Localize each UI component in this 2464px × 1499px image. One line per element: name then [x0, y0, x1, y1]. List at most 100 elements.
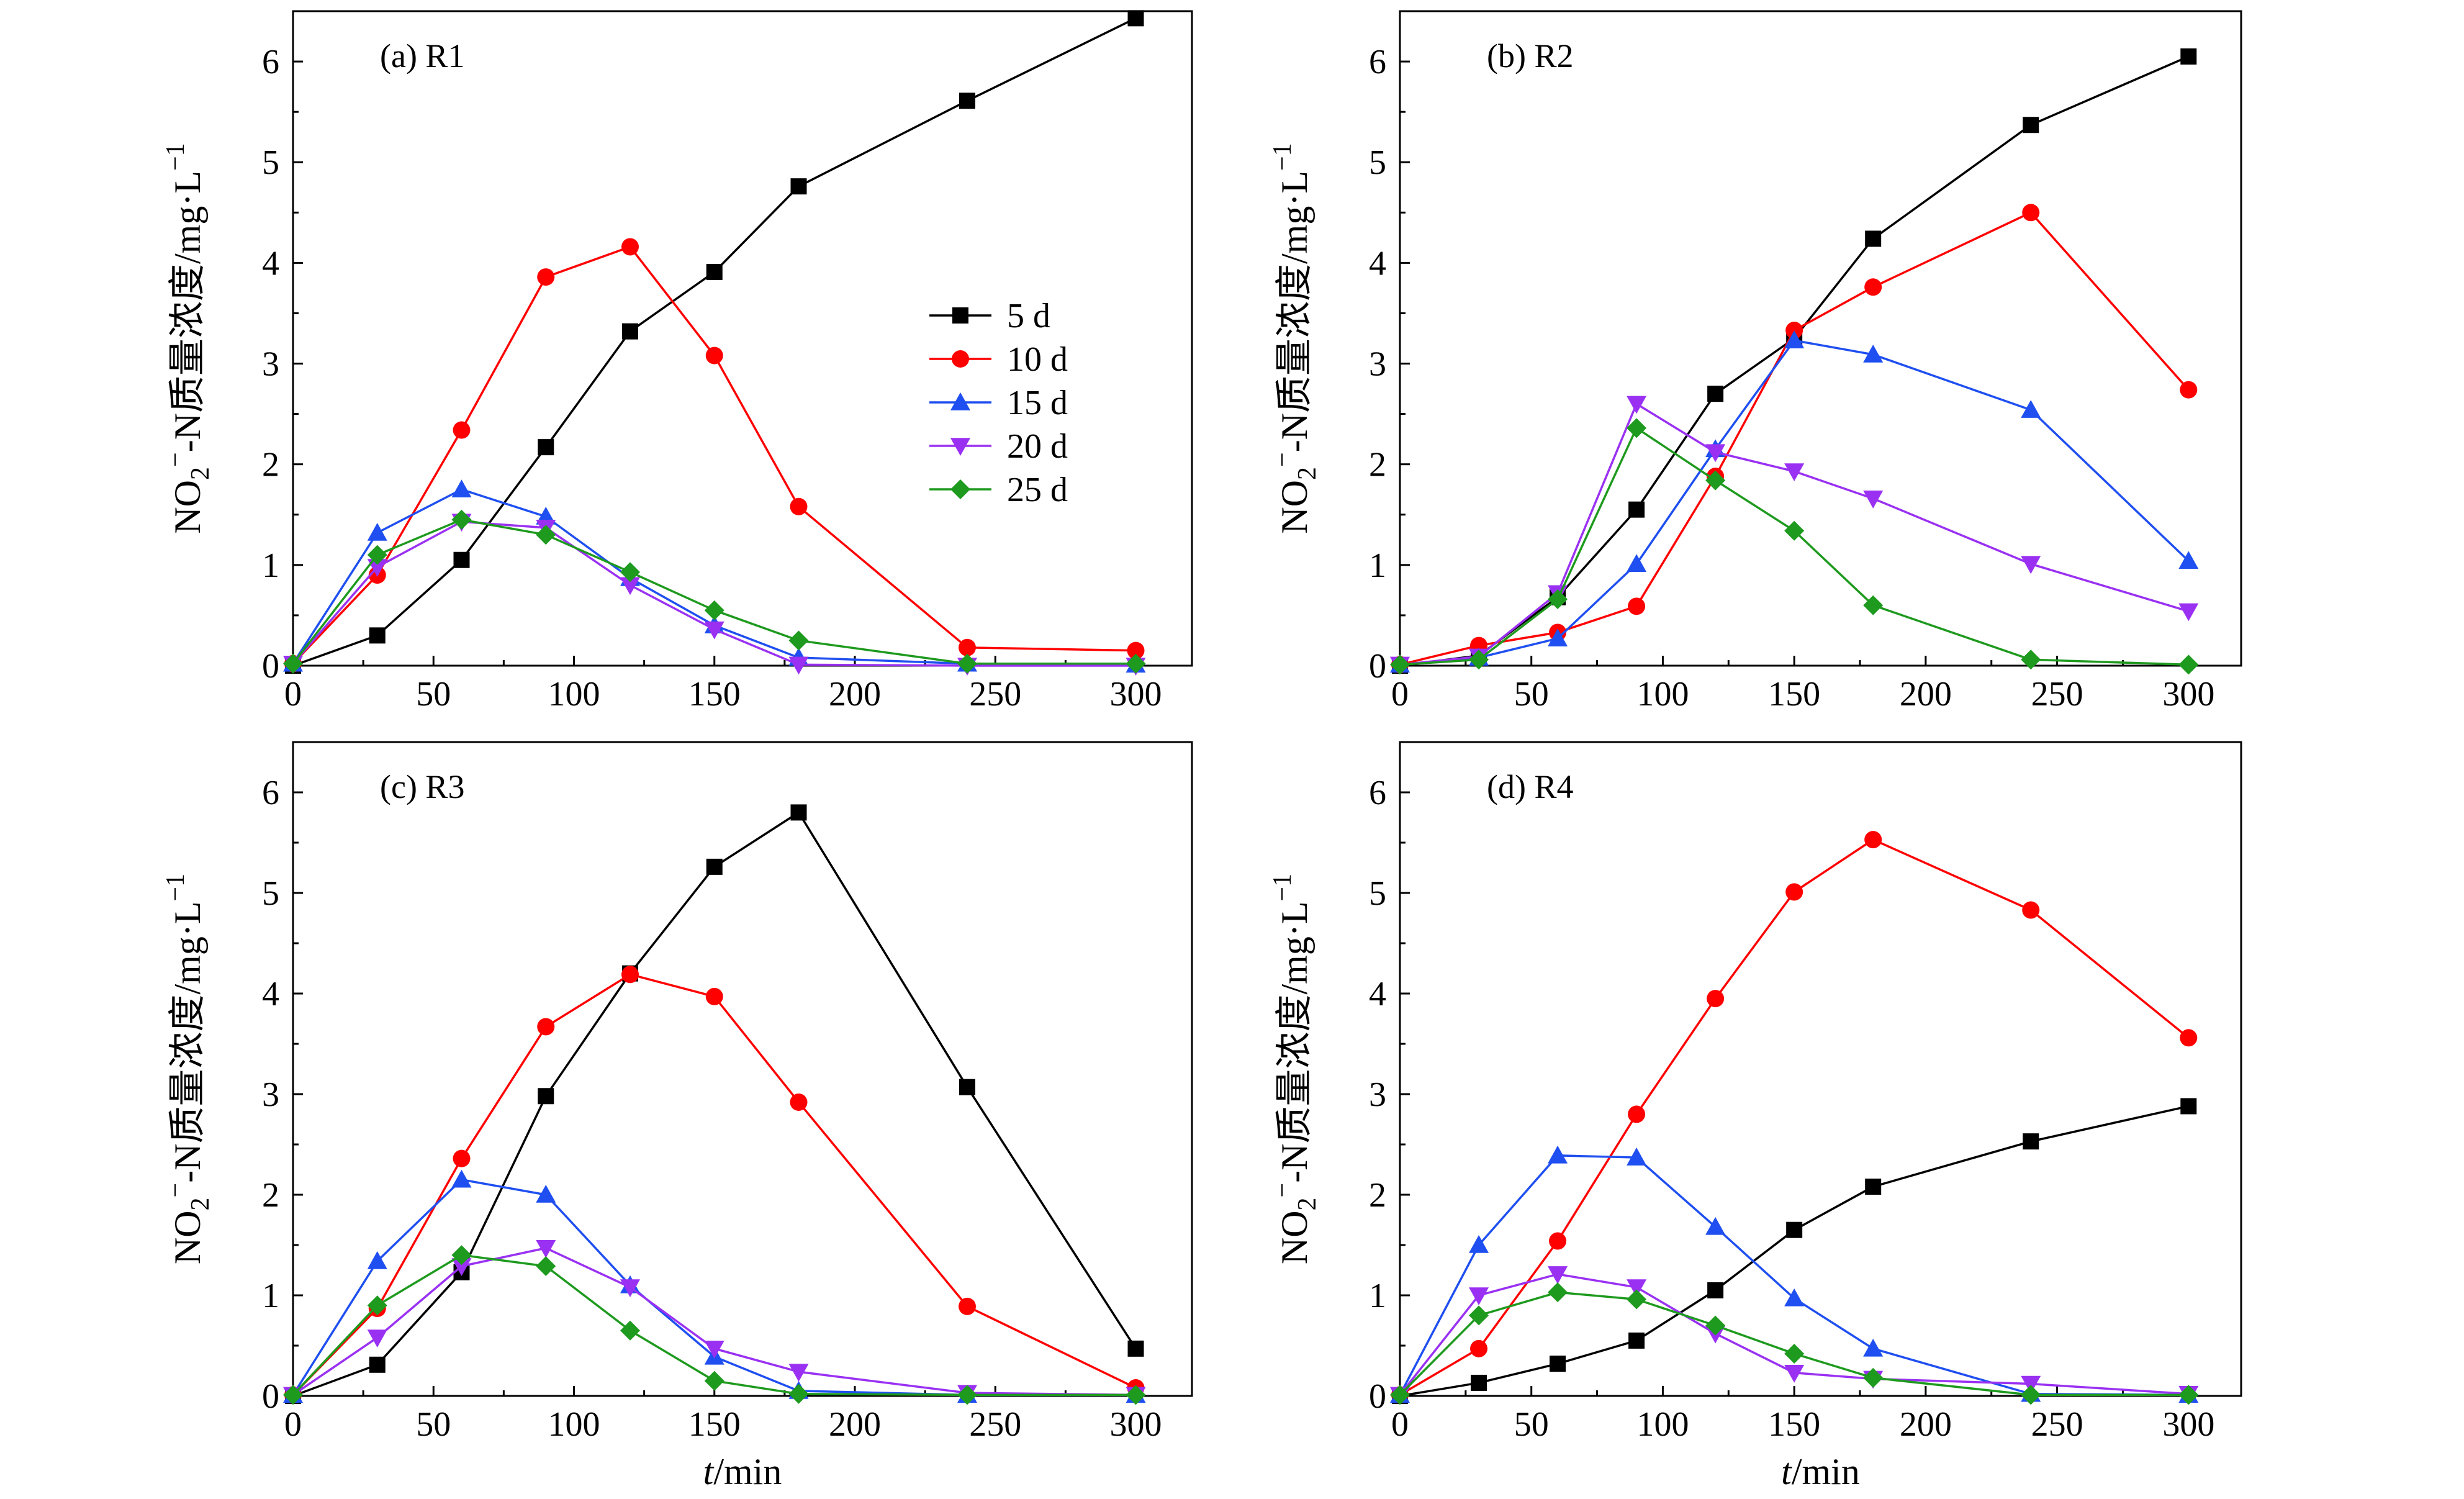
y-axis-label: NO2−-N质量浓度/mg·L−1 [161, 874, 215, 1264]
y-tick-label: 2 [1369, 446, 1386, 484]
data-point [1707, 386, 1724, 402]
series-line [1399, 55, 2190, 667]
data-point [451, 479, 472, 498]
panel-c-r3: 0 50 100 150 200 250 300 0 1 2 3 4 5 6 (c) R3 NO2−-N质量浓… [161, 741, 1193, 1492]
y-axis-label: NO2−-N质量浓度/mg·L−1 [1268, 874, 1322, 1264]
x-tick-label: 0 [284, 675, 302, 713]
y-tick-label: 1 [1369, 546, 1386, 585]
legend-entry-15-d: 15 d [929, 384, 1068, 422]
series-line [292, 973, 1137, 1396]
data-point [1707, 1282, 1724, 1298]
series-25-d [1390, 418, 2199, 675]
data-point [790, 497, 808, 515]
y-tick-label: 4 [262, 244, 279, 283]
data-point [788, 656, 809, 675]
data-point [538, 1088, 554, 1105]
legend-label: 5 d [1007, 297, 1050, 335]
data-point [367, 1251, 387, 1269]
panel-d-r4: 0 50 100 150 200 250 300 0 1 2 3 4 5 6 (d) R4 NO2−-N质量浓… [1268, 741, 2242, 1492]
data-point [1548, 1145, 1568, 1164]
data-point [790, 178, 807, 195]
series-line [292, 810, 1137, 1397]
data-point [704, 600, 724, 620]
x-axis-label: t/min [703, 1451, 782, 1492]
panel-b-r2: 0 50 100 150 200 250 300 0 1 2 3 4 5 6 (b) R2 NO2−-N质量浓… [1268, 10, 2242, 713]
y-tick-label: 6 [262, 774, 279, 812]
data-point [706, 858, 723, 875]
x-tick-label: 200 [1900, 1405, 1952, 1444]
x-tick-label: 100 [548, 1405, 600, 1444]
data-point [1548, 1282, 1568, 1303]
series-25-d [1390, 1282, 2199, 1405]
x-tick-label: 50 [1514, 1405, 1549, 1444]
data-point [1705, 470, 1726, 491]
data-point [2180, 48, 2197, 65]
series-20-d [283, 514, 1146, 676]
data-point [2021, 400, 2041, 418]
y-tick-label: 3 [1369, 1076, 1386, 1114]
data-point [1863, 344, 1884, 363]
data-point [2180, 381, 2198, 399]
y-tick-label: 5 [1369, 143, 1386, 182]
data-point [1126, 653, 1146, 674]
data-point [369, 627, 386, 644]
panel-label: (c) R3 [380, 768, 464, 805]
data-point [704, 1341, 724, 1359]
data-point [704, 621, 724, 640]
data-point [1707, 990, 1725, 1008]
data-point [453, 421, 471, 439]
data-point [788, 1384, 809, 1404]
panel-label: (b) R2 [1487, 37, 1573, 75]
data-point [790, 804, 807, 821]
data-point [1628, 1332, 1645, 1349]
y-axis-label: NO2−-N质量浓度/mg·L−1 [1268, 143, 1322, 533]
data-point [959, 638, 976, 656]
series-line [1399, 339, 2190, 666]
data-point [621, 238, 639, 256]
data-point [537, 1018, 555, 1036]
data-point [1784, 520, 1805, 541]
data-point [1627, 554, 1647, 573]
series-10-d [1391, 831, 2198, 1404]
legend-marker [952, 307, 968, 324]
data-point [451, 1169, 472, 1188]
legend-entry-25-d: 25 d [929, 471, 1068, 509]
data-point [1863, 1367, 1884, 1388]
plot-frame [292, 741, 1193, 1397]
data-point [1864, 831, 1882, 849]
x-tick-label: 50 [416, 675, 451, 713]
data-point [1126, 1385, 1146, 1405]
legend-entry-5-d: 5 d [929, 297, 1050, 335]
data-point [1127, 641, 1145, 659]
y-tick-label: 3 [262, 1076, 279, 1114]
data-point [367, 545, 387, 565]
data-point [705, 987, 723, 1005]
data-point [706, 263, 723, 280]
data-point [367, 559, 387, 577]
panel-label: (d) R4 [1487, 768, 1573, 805]
data-point [1548, 1266, 1568, 1284]
data-point [1864, 278, 1882, 296]
data-point [1550, 1356, 1566, 1372]
data-point [2180, 1098, 2197, 1115]
y-tick-label: 3 [1369, 345, 1386, 384]
data-point [1469, 1287, 1489, 1305]
y-tick-label: 0 [1369, 1377, 1386, 1416]
plot-frame [1399, 10, 2242, 667]
data-point [1628, 1105, 1646, 1123]
data-point [367, 1329, 387, 1348]
x-tick-label: 200 [1900, 675, 1952, 713]
data-point [536, 1185, 556, 1203]
data-point [1865, 230, 1882, 247]
data-point [1470, 1339, 1488, 1357]
panel-a-r1: 0 50 100 150 200 250 300 0 1 2 3 4 5 6 (a) R1 NO2−-N质量浓… [161, 10, 1193, 713]
data-point [2180, 1029, 2198, 1047]
data-point [1863, 1338, 1884, 1357]
series-15-d [1390, 1145, 2199, 1403]
data-point [1628, 501, 1645, 518]
x-tick-label: 100 [1636, 675, 1689, 713]
y-tick-label: 5 [262, 143, 279, 182]
legend-entry-20-d: 20 d [929, 427, 1068, 466]
data-point [2023, 1133, 2039, 1150]
data-point [705, 346, 723, 365]
